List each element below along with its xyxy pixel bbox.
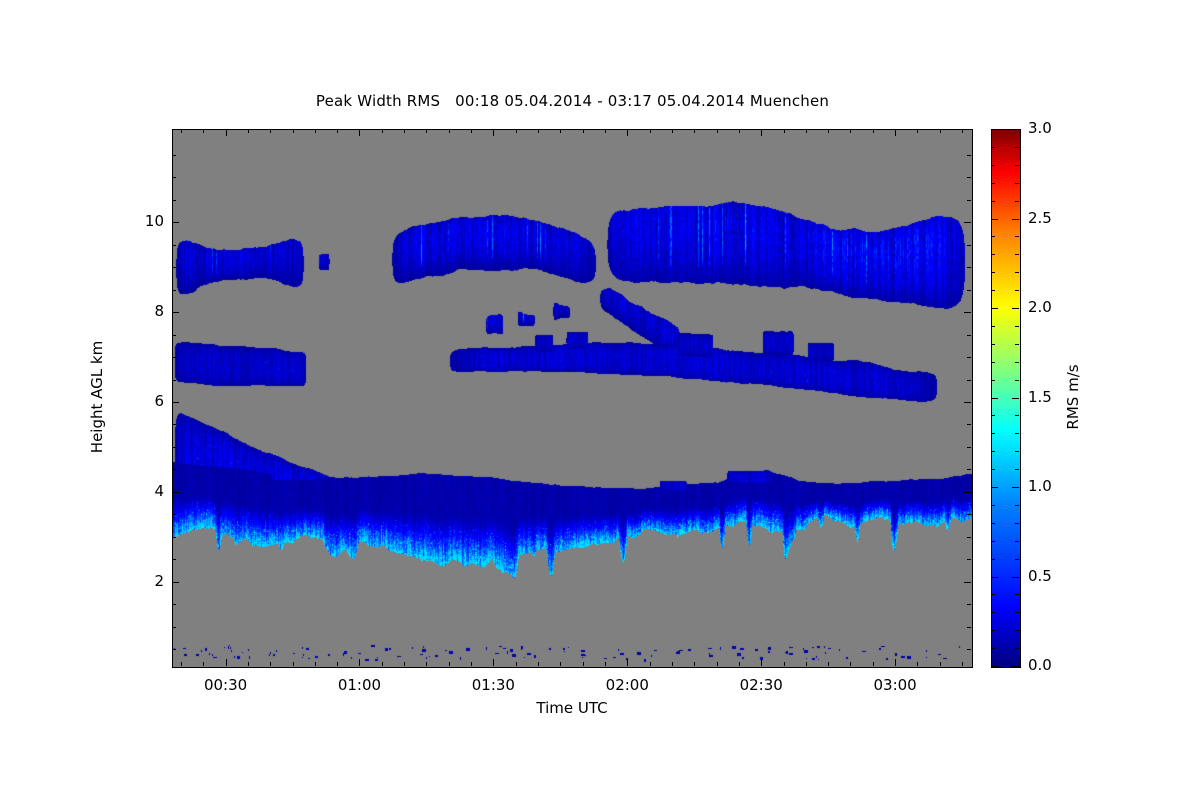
colorbar-tick-label: 2.5 (1028, 208, 1052, 227)
y-tick-label: 4 (154, 481, 164, 500)
colorbar-tick-label: 2.0 (1028, 298, 1052, 316)
colorbar-tick-label: 1.5 (1028, 387, 1052, 406)
chart-title: Peak Width RMS 00:18 05.04.2014 - 03:17 … (315, 92, 830, 110)
x-tick-label: 02:30 (739, 676, 783, 694)
x-tick-label: 03:00 (873, 676, 917, 694)
plot-area[interactable] (172, 129, 973, 668)
x-tick-label: 02:00 (605, 676, 649, 694)
colorbar-tick-label: 0.5 (1028, 566, 1052, 585)
x-tick-label: 01:30 (471, 676, 515, 694)
colorbar[interactable] (991, 129, 1021, 668)
y-tick-label: 2 (154, 571, 164, 590)
x-axis-label: Time UTC (536, 699, 608, 717)
y-tick-label: 6 (154, 391, 164, 410)
y-tick-label: 8 (154, 302, 164, 321)
y-axis-label: Height AGL km (88, 340, 106, 454)
x-tick-label: 00:30 (203, 676, 248, 694)
heatmap-data-layer (173, 130, 972, 667)
colorbar-tick-label: 0.0 (1028, 656, 1052, 674)
colorbar-tick-label: 1.0 (1028, 477, 1052, 495)
x-tick-label: 01:00 (337, 676, 382, 694)
y-tick-label: 10 (144, 212, 164, 231)
colorbar-tick-label: 3.0 (1028, 119, 1052, 137)
